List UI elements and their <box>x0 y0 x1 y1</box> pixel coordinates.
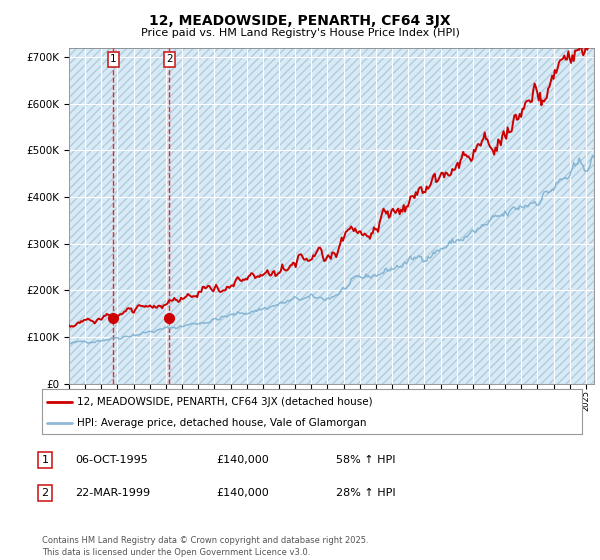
Text: 2: 2 <box>41 488 49 498</box>
Text: 1: 1 <box>110 54 117 64</box>
Text: 22-MAR-1999: 22-MAR-1999 <box>75 488 150 498</box>
Text: HPI: Average price, detached house, Vale of Glamorgan: HPI: Average price, detached house, Vale… <box>77 418 367 428</box>
Text: 12, MEADOWSIDE, PENARTH, CF64 3JX (detached house): 12, MEADOWSIDE, PENARTH, CF64 3JX (detac… <box>77 396 373 407</box>
Text: 1: 1 <box>41 455 49 465</box>
Text: £140,000: £140,000 <box>216 488 269 498</box>
Text: £140,000: £140,000 <box>216 455 269 465</box>
Text: Price paid vs. HM Land Registry's House Price Index (HPI): Price paid vs. HM Land Registry's House … <box>140 28 460 38</box>
Text: Contains HM Land Registry data © Crown copyright and database right 2025.
This d: Contains HM Land Registry data © Crown c… <box>42 536 368 557</box>
Text: 2: 2 <box>166 54 173 64</box>
Text: 28% ↑ HPI: 28% ↑ HPI <box>336 488 395 498</box>
Text: 58% ↑ HPI: 58% ↑ HPI <box>336 455 395 465</box>
Text: 12, MEADOWSIDE, PENARTH, CF64 3JX: 12, MEADOWSIDE, PENARTH, CF64 3JX <box>149 14 451 28</box>
Text: 06-OCT-1995: 06-OCT-1995 <box>75 455 148 465</box>
